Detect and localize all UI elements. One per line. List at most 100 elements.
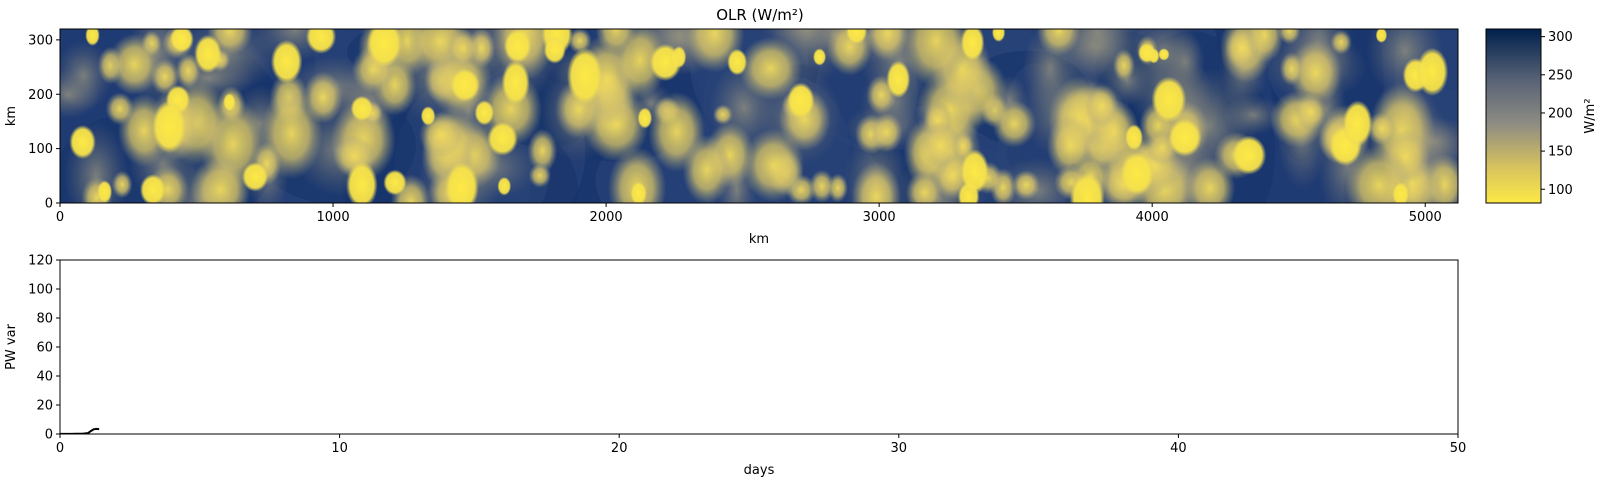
olr-anvil-cloud xyxy=(712,104,733,125)
olr-anvil-cloud xyxy=(303,71,343,124)
olr-anvil-cloud xyxy=(446,29,480,68)
olr-convective-core xyxy=(886,60,911,99)
olr-convective-core xyxy=(497,176,512,196)
olr-colorbar-ticks: 100 150 200 250 300 xyxy=(1541,30,1573,198)
olr-anvil-cloud xyxy=(528,163,552,188)
olr-colorbar-tick-label: 250 xyxy=(1548,68,1573,83)
olr-convective-core xyxy=(845,29,868,45)
pw-var-x-tick-label: 40 xyxy=(1170,441,1187,456)
pw-var-y-tick-label: 60 xyxy=(36,341,53,356)
olr-convective-core xyxy=(350,95,374,122)
olr-anvil-cloud xyxy=(851,161,902,203)
olr-colorbar-tick-label: 150 xyxy=(1548,145,1573,160)
olr-x-tick-label: 2000 xyxy=(590,210,623,225)
olr-convective-core xyxy=(960,149,990,195)
olr-convective-core xyxy=(813,48,827,66)
olr-convective-core xyxy=(487,121,518,156)
olr-convective-core xyxy=(383,169,407,196)
olr-convective-core xyxy=(1392,182,1410,203)
olr-anvil-cloud xyxy=(1036,29,1081,57)
olr-convective-core xyxy=(637,107,653,129)
olr-convective-core xyxy=(1158,48,1170,61)
olr-anvil-cloud xyxy=(527,128,558,173)
olr-anvil-cloud xyxy=(920,121,962,169)
olr-anvil-cloud xyxy=(1011,170,1041,200)
olr-anvil-cloud xyxy=(866,29,909,61)
olr-convective-core xyxy=(85,29,100,46)
olr-convective-core xyxy=(1375,29,1388,43)
olr-thin-cloud-patch xyxy=(60,70,100,119)
olr-anvil-cloud xyxy=(1112,48,1136,82)
olr-anvil-cloud xyxy=(1330,30,1352,55)
olr-anvil-cloud xyxy=(809,169,835,203)
pw-var-y-tick-label: 0 xyxy=(45,428,53,443)
olr-anvil-cloud xyxy=(738,36,803,101)
olr-anvil-cloud xyxy=(595,29,637,56)
olr-y-axis-ticks: 0 100 200 300 xyxy=(28,33,60,212)
olr-convective-core xyxy=(1138,43,1156,63)
olr-heatmap-cloud-field xyxy=(60,29,1458,203)
olr-colorbar-gradient xyxy=(1485,28,1542,204)
olr-anvil-cloud xyxy=(1084,84,1119,128)
olr-x-tick-label: 5000 xyxy=(1409,210,1442,225)
olr-convective-core xyxy=(727,48,748,76)
olr-convective-core xyxy=(503,29,532,64)
olr-anvil-cloud xyxy=(826,29,873,76)
olr-convective-core xyxy=(270,39,303,84)
olr-convective-core xyxy=(1231,135,1267,175)
olr-convective-core xyxy=(991,29,1006,42)
olr-anvil-cloud xyxy=(742,128,805,202)
olr-anvil-cloud xyxy=(903,29,970,88)
olr-anvil-cloud xyxy=(567,29,592,54)
olr-anvil-cloud xyxy=(870,112,903,153)
pw-var-x-tick-label: 20 xyxy=(611,441,628,456)
olr-convective-core xyxy=(1151,76,1187,123)
olr-y-tick-label: 300 xyxy=(28,33,53,48)
olr-convective-core xyxy=(649,43,682,82)
olr-anvil-cloud xyxy=(190,155,251,203)
pw-var-y-tick-label: 20 xyxy=(36,399,53,414)
olr-convective-core xyxy=(445,161,479,203)
olr-convective-core xyxy=(543,36,566,64)
olr-convective-core xyxy=(630,181,647,203)
pw-var-y-tick-label: 80 xyxy=(36,312,53,327)
olr-title: OLR (W/m²) xyxy=(716,6,804,24)
olr-anvil-cloud xyxy=(111,170,133,199)
olr-colorbar-tick-label: 200 xyxy=(1548,106,1573,121)
olr-convective-core xyxy=(1416,47,1449,96)
olr-x-tick-label: 3000 xyxy=(863,210,896,225)
olr-convective-core xyxy=(69,125,96,160)
pw-var-y-axis-label: PW var xyxy=(4,323,19,369)
pw-var-panel: 0 10 20 30 40 50 0 20 40 60 80 100 120 days PW var xyxy=(4,254,1466,479)
olr-convective-core xyxy=(366,29,402,68)
olr-convective-core xyxy=(474,100,495,126)
olr-colorbar-label: W/m² xyxy=(1583,98,1598,133)
olr-anvil-cloud xyxy=(1184,157,1236,203)
olr-convective-core xyxy=(566,47,603,105)
olr-convective-core xyxy=(97,180,113,203)
olr-convective-core xyxy=(1125,124,1144,151)
olr-x-tick-label: 0 xyxy=(56,210,64,225)
olr-convective-core xyxy=(139,174,166,203)
pw-var-series-line xyxy=(60,427,100,434)
olr-x-axis-label: km xyxy=(749,232,769,247)
olr-heatmap-frame xyxy=(59,28,1459,204)
olr-convective-core xyxy=(450,68,480,102)
olr-convective-core xyxy=(786,82,815,119)
olr-convective-core xyxy=(223,93,236,112)
pw-var-plot-area xyxy=(59,259,1459,435)
olr-convective-core xyxy=(305,29,337,54)
olr-x-tick-label: 1000 xyxy=(317,210,350,225)
pw-var-y-tick-label: 120 xyxy=(28,254,53,269)
olr-anvil-cloud xyxy=(175,52,201,89)
olr-colorbar: 100 150 200 250 300 W/m² xyxy=(1485,28,1598,204)
pw-var-x-tick-label: 30 xyxy=(891,441,908,456)
pw-var-x-axis-ticks: 0 10 20 30 40 50 xyxy=(56,434,1466,456)
olr-anvil-cloud xyxy=(1289,39,1342,107)
olr-y-tick-label: 100 xyxy=(28,142,53,157)
olr-y-tick-label: 200 xyxy=(28,88,53,103)
olr-convective-core xyxy=(501,60,530,105)
olr-convective-core xyxy=(1342,100,1373,147)
pw-var-x-tick-label: 10 xyxy=(331,441,348,456)
